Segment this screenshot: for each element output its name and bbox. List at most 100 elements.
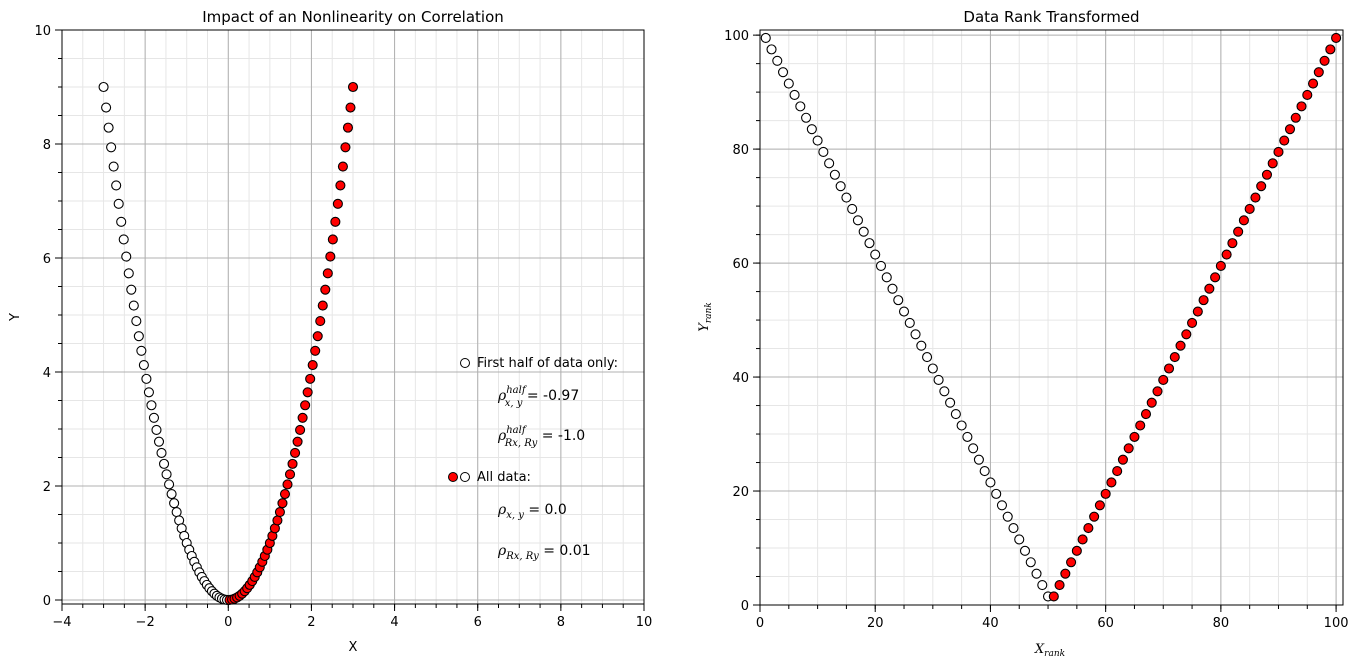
data-point bbox=[310, 345, 321, 356]
data-point bbox=[783, 78, 794, 89]
data-point bbox=[297, 412, 308, 423]
data-point bbox=[330, 216, 341, 227]
data-point bbox=[1169, 352, 1180, 363]
data-point bbox=[1083, 523, 1094, 534]
data-point bbox=[870, 249, 881, 260]
data-point bbox=[146, 400, 157, 411]
data-point bbox=[116, 216, 127, 227]
data-point bbox=[322, 268, 333, 279]
data-point bbox=[806, 124, 817, 135]
data-point bbox=[910, 329, 921, 340]
y-tick-label: 100 bbox=[724, 29, 749, 44]
y-axis-label: Yrank bbox=[697, 302, 714, 332]
data-point bbox=[898, 306, 910, 317]
data-point bbox=[141, 373, 152, 384]
data-point bbox=[1331, 32, 1342, 44]
axes-frame bbox=[61, 29, 645, 605]
data-point bbox=[98, 81, 109, 93]
data-point bbox=[151, 424, 162, 435]
data-point bbox=[777, 67, 789, 78]
data-point bbox=[290, 447, 301, 459]
data-point bbox=[1175, 340, 1186, 351]
data-point bbox=[1210, 272, 1221, 283]
legend-rho-xy: ρx, y = 0.0 bbox=[497, 502, 567, 521]
data-point bbox=[1302, 89, 1313, 101]
data-point bbox=[335, 180, 346, 191]
data-point bbox=[1140, 409, 1152, 420]
data-point bbox=[841, 192, 852, 203]
x-axis-label: X bbox=[349, 640, 358, 655]
data-point bbox=[760, 32, 771, 44]
data-point bbox=[1313, 67, 1324, 78]
legend-marker-first-half bbox=[460, 358, 470, 368]
data-point bbox=[121, 251, 132, 262]
data-point bbox=[101, 102, 112, 113]
data-point bbox=[812, 135, 823, 146]
data-point bbox=[875, 260, 887, 271]
data-point bbox=[126, 284, 137, 295]
data-point bbox=[282, 479, 293, 490]
x-tick-label: 6 bbox=[474, 615, 482, 630]
legend-first-half-label: First half of data only: bbox=[477, 356, 618, 371]
data-point bbox=[113, 198, 124, 209]
data-point bbox=[829, 169, 840, 180]
x-tick-label: 100 bbox=[1324, 616, 1349, 631]
data-point bbox=[945, 397, 956, 408]
data-point bbox=[277, 498, 288, 509]
data-point bbox=[985, 477, 996, 488]
data-point bbox=[1261, 169, 1273, 180]
data-point bbox=[138, 359, 149, 371]
y-tick-label: 60 bbox=[732, 257, 749, 272]
data-point bbox=[284, 469, 296, 480]
data-point bbox=[1256, 181, 1267, 192]
data-point bbox=[325, 251, 336, 262]
data-point bbox=[272, 515, 283, 526]
data-point bbox=[996, 500, 1008, 511]
data-point bbox=[103, 122, 114, 133]
data-point bbox=[1146, 397, 1157, 408]
data-point bbox=[1290, 112, 1301, 123]
x-tick-label: 2 bbox=[307, 615, 315, 630]
data-point bbox=[340, 142, 351, 153]
data-point bbox=[169, 498, 180, 509]
data-point bbox=[916, 340, 927, 351]
data-point bbox=[1244, 203, 1255, 214]
legend-marker-all-white bbox=[460, 472, 470, 482]
axes-left: −4 −2 0 2 4 6 8 10 0 2 4 6 8 10 Impact of an Nonlinear… bbox=[8, 8, 652, 655]
data-point bbox=[295, 424, 306, 435]
x-axis-label: Xrank bbox=[1034, 642, 1065, 659]
data-point bbox=[1123, 443, 1134, 454]
data-point bbox=[1037, 580, 1048, 591]
data-point bbox=[973, 454, 984, 465]
y-tick-label: 6 bbox=[43, 252, 51, 267]
y-tick-label: 0 bbox=[741, 599, 749, 614]
data-point bbox=[302, 387, 313, 398]
data-point bbox=[1187, 317, 1198, 328]
data-point bbox=[118, 234, 129, 245]
data-point bbox=[305, 373, 316, 384]
data-point bbox=[1106, 477, 1117, 488]
y-tick-label: 10 bbox=[34, 24, 51, 39]
data-point bbox=[772, 55, 783, 66]
data-point bbox=[337, 161, 348, 172]
data-point bbox=[852, 215, 863, 226]
data-point bbox=[1025, 557, 1036, 568]
data-point bbox=[1325, 44, 1336, 55]
data-point bbox=[968, 443, 979, 454]
data-point bbox=[979, 466, 990, 477]
data-point bbox=[991, 488, 1002, 499]
data-point bbox=[1135, 420, 1146, 431]
data-point bbox=[279, 488, 291, 500]
data-point bbox=[312, 331, 323, 342]
data-point bbox=[274, 506, 285, 518]
y-tick-label: 8 bbox=[43, 138, 51, 153]
data-point bbox=[922, 352, 933, 363]
data-point bbox=[1100, 488, 1111, 499]
data-point bbox=[1273, 146, 1284, 158]
x-tick-label: 8 bbox=[557, 615, 565, 630]
data-point bbox=[317, 300, 328, 311]
data-point bbox=[106, 142, 117, 153]
data-point bbox=[801, 112, 812, 123]
data-point bbox=[962, 431, 973, 442]
data-point bbox=[315, 316, 326, 327]
